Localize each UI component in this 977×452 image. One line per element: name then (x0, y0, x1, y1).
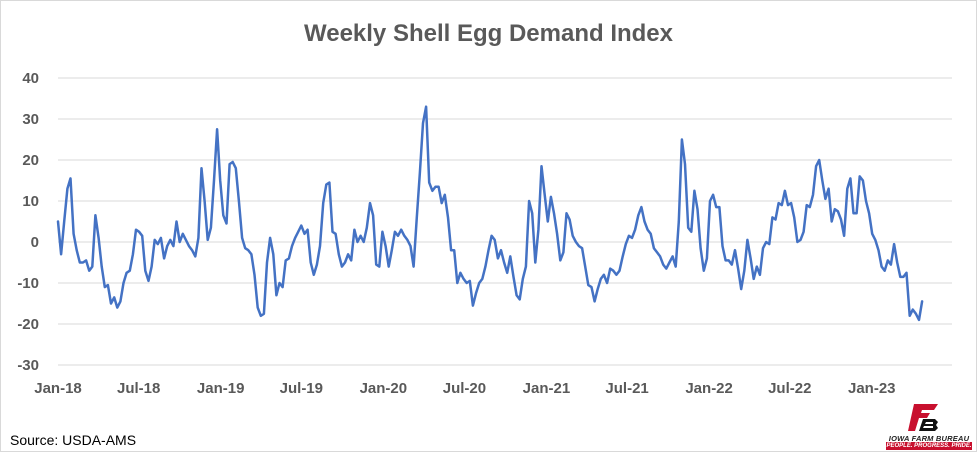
x-tick-label: Jul-18 (117, 380, 160, 397)
y-tick-label: -10 (17, 275, 39, 292)
x-tick-label: Jul-19 (280, 380, 323, 397)
series-lines (56, 105, 924, 322)
x-tick-label: Jan-20 (360, 380, 408, 397)
x-tick-label: Jan-19 (197, 380, 245, 397)
chart-title: Weekly Shell Egg Demand Index (304, 20, 673, 47)
y-axis-labels: -30 -20 -10 0 10 20 30 40 (17, 70, 39, 374)
logo-tagline: PEOPLE. PROGRESS. PRIDE. (886, 442, 972, 450)
x-tick-label: Jan-22 (685, 380, 733, 397)
x-tick-label: Jul-22 (768, 380, 811, 397)
y-tick-label: 30 (22, 111, 39, 128)
x-tick-label: Jul-21 (605, 380, 648, 397)
series-line-0 (56, 105, 924, 322)
x-tick-label: Jan-18 (34, 380, 82, 397)
y-tick-label: 20 (22, 152, 39, 169)
source-note: Source: USDA-AMS (10, 432, 137, 448)
x-axis-labels: Jan-18 Jul-18 Jan-19 Jul-19 Jan-20 Jul-20 Jan-… (34, 380, 895, 397)
y-tick-label: -20 (17, 316, 39, 333)
fb-logo-icon (908, 404, 938, 431)
y-tick-label: -30 (17, 357, 39, 374)
x-tick-label: Jan-21 (523, 380, 571, 397)
y-tick-label: 0 (31, 234, 39, 251)
logo-name: IOWA FARM BUREAU (888, 434, 970, 443)
x-tick-label: Jan-23 (848, 380, 896, 397)
farm-bureau-logo: IOWA FARM BUREAU PEOPLE. PROGRESS. PRIDE… (886, 404, 972, 450)
y-tick-label: 40 (22, 70, 39, 87)
x-tick-label: Jul-20 (443, 380, 486, 397)
gridlines (58, 77, 952, 366)
y-tick-label: 10 (22, 193, 39, 210)
